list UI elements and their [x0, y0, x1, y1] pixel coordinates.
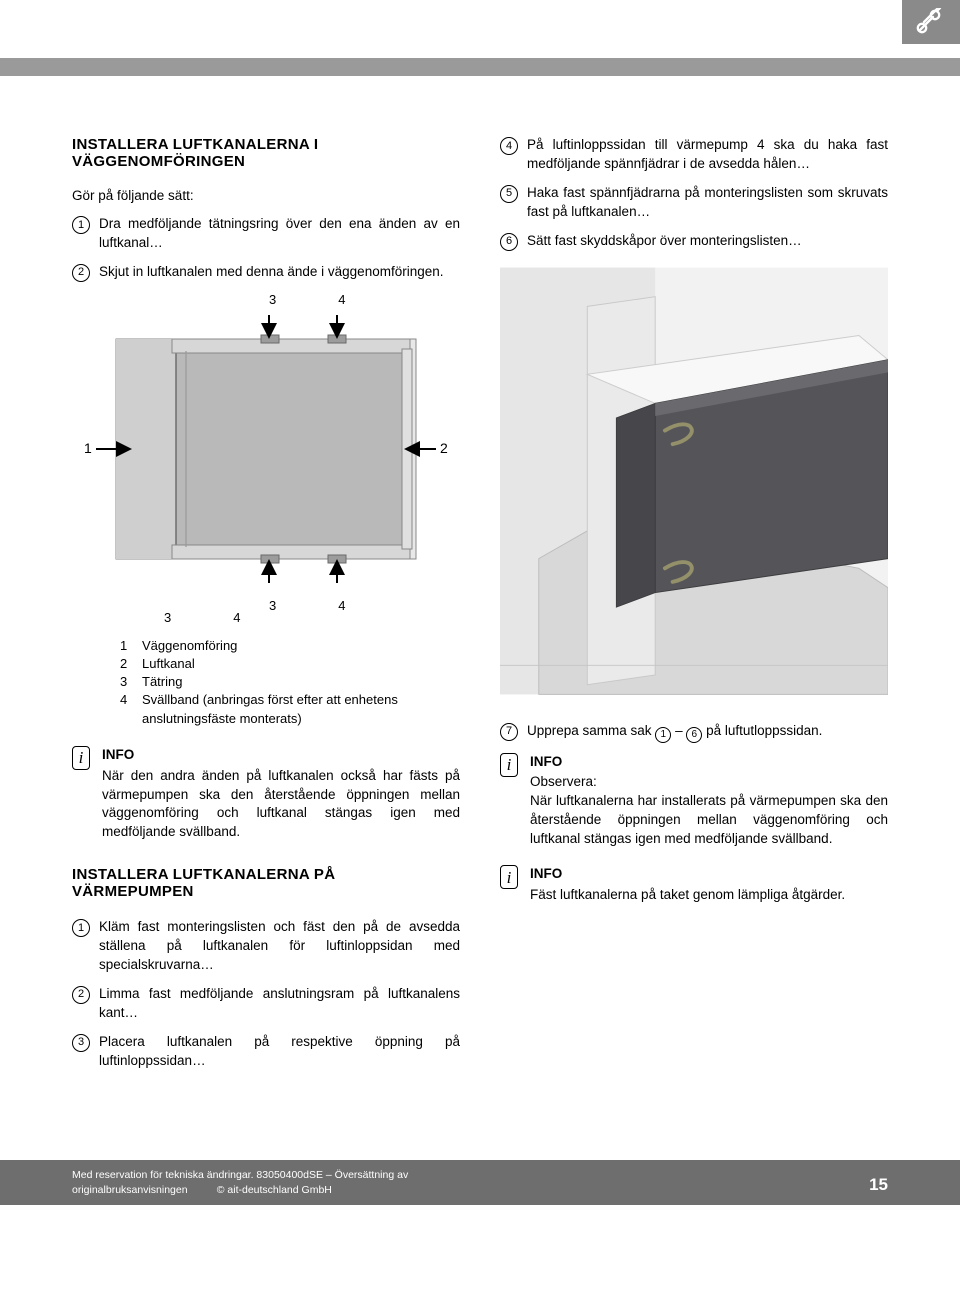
- step-num: 3: [72, 1034, 90, 1052]
- right-column: 4 På luftinloppssidan till värmepump 4 s…: [500, 136, 888, 1080]
- fig-label: 3: [269, 292, 276, 307]
- inline-num: 6: [686, 727, 702, 743]
- legend: 1 Väggenomföring 2 Luftkanal 3 Tätring 4 Svä…: [72, 637, 460, 728]
- step-5: 5 Haka fast spännfjädrarna på monterings…: [500, 184, 888, 222]
- step-b3: 3 Placera luftkanalen på respektive öppn…: [72, 1033, 460, 1071]
- step-text: Limma fast medföljande anslutningsram på…: [99, 985, 460, 1023]
- fig-label: 3: [269, 598, 276, 613]
- svg-text:1: 1: [84, 440, 92, 456]
- page-number: 15: [869, 1174, 888, 1197]
- legend-text: Väggenomföring: [142, 637, 237, 655]
- header-strip: [0, 58, 960, 76]
- step-text: På luftinloppssidan till värmepump 4 ska…: [527, 136, 888, 174]
- legend-num: 1: [120, 637, 132, 655]
- wrench-icon: [902, 0, 960, 44]
- step-7: 7 Upprepa samma sak 1 – 6 på luftutlopps…: [500, 722, 888, 743]
- info-title: INFO: [530, 865, 888, 884]
- section-title-2: INSTALLERA LUFTKANALERNA PÅ VÄRMEPUMPEN: [72, 866, 460, 900]
- info-lead: Observera:: [530, 773, 888, 792]
- footer-line-2: originalbruksanvisningen © ait-deutschla…: [72, 1183, 408, 1197]
- step-b1: 1 Kläm fast monteringslisten och fäst de…: [72, 918, 460, 975]
- step-num: 4: [500, 137, 518, 155]
- top-bar: [0, 0, 960, 58]
- info-title: INFO: [102, 746, 460, 765]
- step-6: 6 Sätt fast skyddskåpor över monteringsl…: [500, 232, 888, 251]
- figure-svg: 1 2: [72, 309, 460, 589]
- step-num: 1: [72, 919, 90, 937]
- step-b2: 2 Limma fast medföljande anslutningsram …: [72, 985, 460, 1023]
- step-text: Sätt fast skyddskåpor över monteringslis…: [527, 232, 888, 251]
- info-icon: i: [500, 753, 518, 777]
- info-block-2: i INFO Observera: När luftkanalerna har …: [500, 753, 888, 849]
- step-num: 2: [72, 986, 90, 1004]
- info-body: Fäst luftkanalerna på taket genom lämpli…: [530, 886, 888, 905]
- info-body: När luftkanalerna har installerats på vä…: [530, 792, 888, 849]
- step-text: Upprepa samma sak 1 – 6 på luftutloppssi…: [527, 722, 888, 743]
- legend-num: 3: [120, 673, 132, 691]
- legend-num: 4: [120, 691, 132, 727]
- footer: Med reservation för tekniska ändringar. …: [0, 1160, 960, 1204]
- fig-label: 4: [338, 292, 345, 307]
- step-num: 7: [500, 723, 518, 741]
- figure-wall-duct: 3 4: [72, 292, 460, 602]
- step-text: Dra medföljande tätningsring över den en…: [99, 215, 460, 253]
- legend-num: 2: [120, 655, 132, 673]
- step-num: 2: [72, 264, 90, 282]
- section-title-1: INSTALLERA LUFTKANALERNA I VÄGGENOMFÖRIN…: [72, 136, 460, 170]
- svg-text:2: 2: [440, 440, 448, 456]
- info-block-3: i INFO Fäst luftkanalerna på taket genom…: [500, 865, 888, 905]
- t: –: [671, 723, 686, 738]
- info-icon: i: [500, 865, 518, 889]
- inline-num: 1: [655, 727, 671, 743]
- info-icon: i: [72, 746, 90, 770]
- t: på luftutloppssidan.: [702, 723, 822, 738]
- t: Upprepa samma sak: [527, 723, 655, 738]
- left-column: INSTALLERA LUFTKANALERNA I VÄGGENOMFÖRIN…: [72, 136, 460, 1080]
- step-num: 6: [500, 233, 518, 251]
- info-body: När den andra änden på luftkanalen också…: [102, 767, 460, 843]
- legend-text: Tätring: [142, 673, 182, 691]
- step-text: Skjut in luftkanalen med denna ände i vä…: [99, 263, 460, 282]
- figure-heatpump: [500, 261, 888, 701]
- footer-line-1: Med reservation för tekniska ändringar. …: [72, 1168, 408, 1182]
- step-4: 4 På luftinloppssidan till värmepump 4 s…: [500, 136, 888, 174]
- info-title: INFO: [530, 753, 888, 772]
- legend-text: Luftkanal: [142, 655, 195, 673]
- step-2: 2 Skjut in luftkanalen med denna ände i …: [72, 263, 460, 282]
- step-text: Kläm fast monteringslisten och fäst den …: [99, 918, 460, 975]
- legend-text: Svällband (anbringas först efter att enh…: [142, 691, 460, 727]
- step-text: Placera luftkanalen på respektive öppnin…: [99, 1033, 460, 1071]
- step-num: 5: [500, 185, 518, 203]
- intro-text: Gör på följande sätt:: [72, 188, 460, 203]
- step-text: Haka fast spännfjädrarna på monteringsli…: [527, 184, 888, 222]
- fig-label: 4: [338, 598, 345, 613]
- step-num: 1: [72, 216, 90, 234]
- info-block-1: i INFO När den andra änden på luftkanale…: [72, 746, 460, 842]
- step-1: 1 Dra medföljande tätningsring över den …: [72, 215, 460, 253]
